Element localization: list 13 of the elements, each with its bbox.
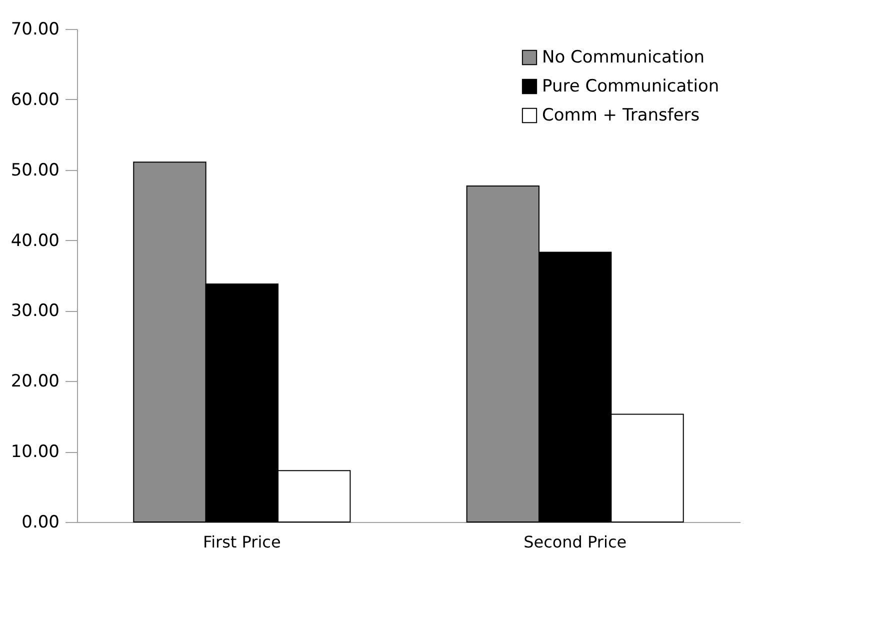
y-tick-label: 50.00 bbox=[10, 160, 60, 180]
legend-label: No Communication bbox=[542, 48, 705, 68]
y-tick-label: 60.00 bbox=[10, 90, 60, 110]
y-tick-label: 20.00 bbox=[10, 372, 60, 392]
y-tick-label: 40.00 bbox=[10, 230, 60, 251]
legend-label: Comm + Transfers bbox=[542, 106, 700, 126]
y-tick-label: 10.00 bbox=[10, 442, 60, 462]
y-tick-label: 30.00 bbox=[10, 301, 60, 322]
y-tick-label: 70.00 bbox=[10, 20, 60, 40]
y-tick-label: 0.00 bbox=[22, 512, 60, 532]
x-tick-label: First Price bbox=[203, 532, 281, 552]
x-tick-label: Second Price bbox=[524, 532, 627, 552]
legend-label: Pure Communication bbox=[542, 76, 720, 96]
